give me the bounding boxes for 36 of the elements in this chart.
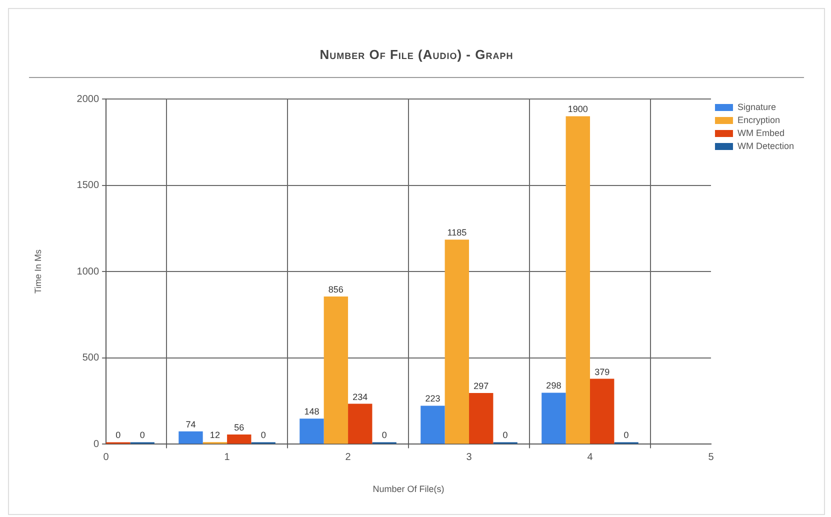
legend-label: Signature (737, 102, 776, 112)
y-axis-title: Time In Ms (32, 249, 43, 294)
x-tick-label: 1 (224, 452, 230, 463)
data-label: 0 (116, 430, 121, 440)
legend-label: Encryption (737, 114, 780, 125)
data-label: 1900 (568, 104, 588, 114)
y-tick-label: 1000 (76, 266, 100, 278)
legend-label: WM Detection (737, 140, 794, 151)
x-tick-label: 2 (345, 452, 352, 463)
data-label: 56 (234, 422, 244, 433)
data-label: 297 (474, 380, 489, 391)
data-label: 856 (328, 284, 344, 294)
x-tick-label: 3 (466, 452, 472, 463)
data-label: 0 (382, 430, 387, 440)
data-label: 1185 (447, 228, 467, 238)
x-tick-label: 5 (708, 452, 714, 463)
chart-title: Number Of File (Audio) - Graph (318, 47, 514, 62)
data-label: 234 (352, 392, 368, 402)
data-label: 0 (260, 430, 266, 440)
data-label: 148 (304, 406, 320, 417)
y-tick-label: 2000 (76, 94, 100, 105)
data-label: 298 (546, 380, 562, 391)
y-tick-label: 0 (93, 438, 100, 450)
data-label: 223 (425, 394, 440, 404)
data-label: 12 (210, 430, 220, 440)
data-label: 0 (502, 430, 508, 440)
x-tick-label: 4 (587, 452, 594, 463)
data-label: 0 (624, 430, 629, 440)
y-tick-label: 500 (82, 352, 100, 364)
legend-label: WM Embed (737, 128, 784, 138)
data-label: 74 (186, 419, 196, 430)
data-label: 379 (594, 366, 610, 377)
x-tick-label: 0 (103, 452, 110, 463)
x-axis-title: Number Of File(s) (372, 484, 444, 494)
data-label: 0 (140, 430, 145, 440)
y-tick-label: 1500 (76, 180, 100, 192)
